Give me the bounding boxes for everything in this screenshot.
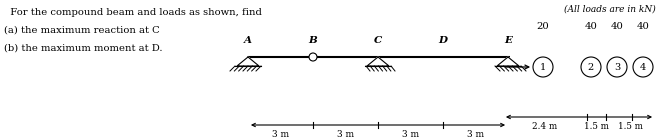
Text: 1.5 m: 1.5 m	[618, 122, 643, 131]
Text: 1.5 m: 1.5 m	[584, 122, 609, 131]
Text: D: D	[438, 36, 448, 45]
Text: 3: 3	[614, 63, 620, 71]
Text: 2.4 m: 2.4 m	[532, 122, 558, 131]
Text: (a) the maximum reaction at C: (a) the maximum reaction at C	[4, 26, 160, 35]
Text: 40: 40	[636, 22, 650, 31]
Text: A: A	[244, 36, 252, 45]
Circle shape	[309, 53, 317, 61]
Text: (b) the maximum moment at D.: (b) the maximum moment at D.	[4, 44, 162, 53]
Polygon shape	[237, 57, 259, 66]
Text: 2: 2	[588, 63, 594, 71]
Polygon shape	[497, 57, 519, 66]
Text: E: E	[504, 36, 512, 45]
Circle shape	[533, 57, 553, 77]
Text: B: B	[308, 36, 318, 45]
Polygon shape	[367, 57, 389, 66]
Text: 20: 20	[536, 22, 550, 31]
Circle shape	[581, 57, 601, 77]
Text: 40: 40	[611, 22, 623, 31]
Circle shape	[607, 57, 627, 77]
Text: 4: 4	[640, 63, 646, 71]
Text: 3 m: 3 m	[467, 130, 484, 139]
Text: 40: 40	[585, 22, 597, 31]
Text: 1: 1	[540, 63, 546, 71]
Text: For the compound beam and loads as shown, find: For the compound beam and loads as shown…	[4, 8, 262, 17]
Text: 3 m: 3 m	[402, 130, 419, 139]
Text: C: C	[374, 36, 382, 45]
Circle shape	[633, 57, 653, 77]
Text: 3 m: 3 m	[337, 130, 354, 139]
Text: 3 m: 3 m	[272, 130, 289, 139]
Text: (All loads are in kN): (All loads are in kN)	[564, 5, 656, 14]
